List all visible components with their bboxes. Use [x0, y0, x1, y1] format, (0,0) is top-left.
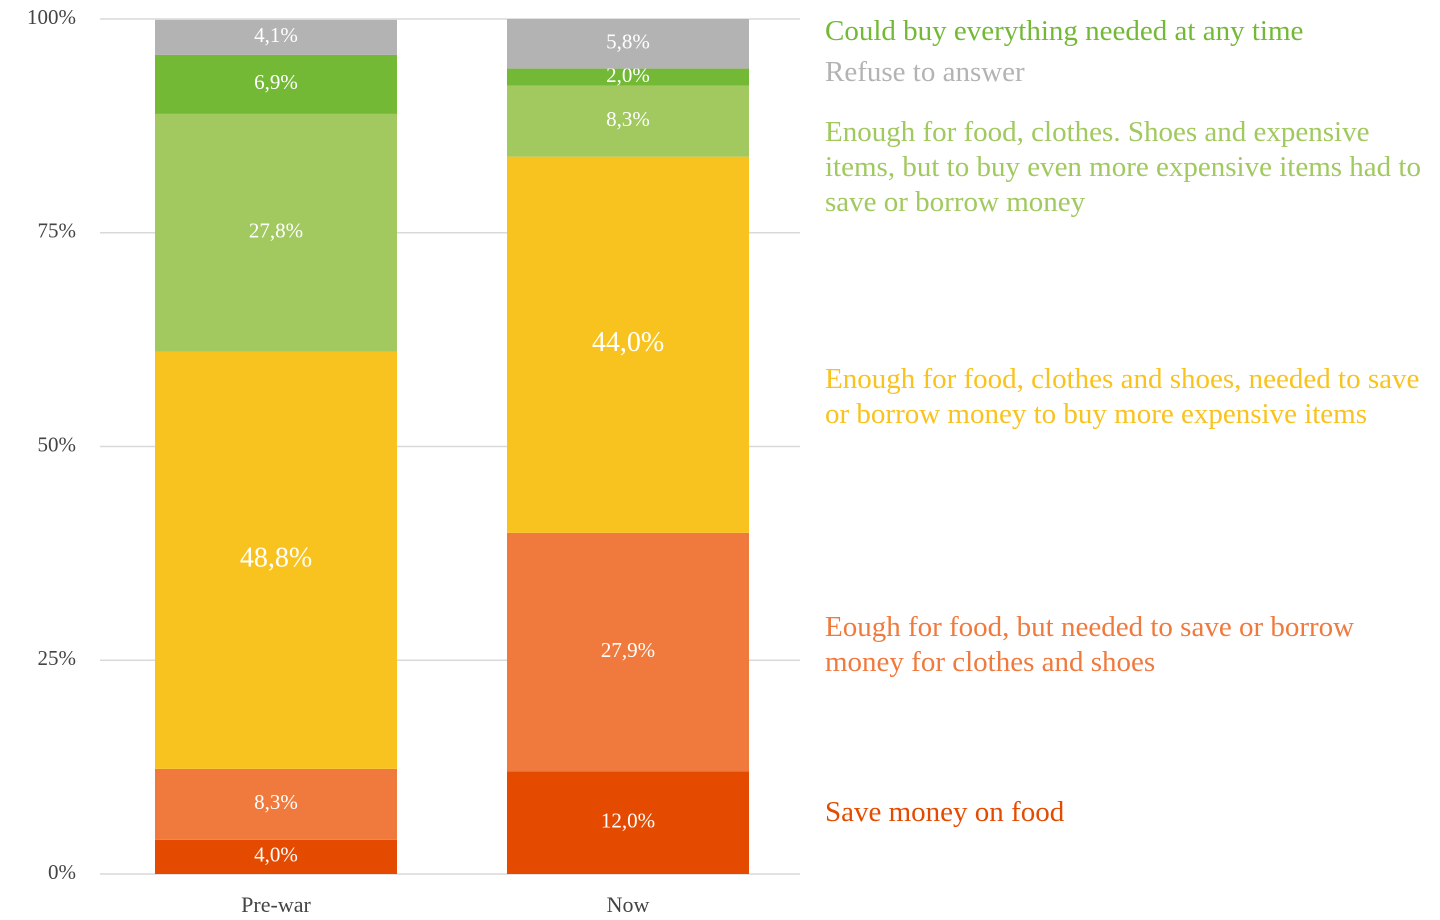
legend-entry: Eough for food, but needed to save or bo…	[825, 611, 1355, 678]
value-label: 6,9%	[254, 70, 298, 94]
bar-segment	[507, 68, 749, 86]
value-label: 12,0%	[601, 809, 655, 833]
bar-segment	[507, 156, 749, 533]
value-label: 8,3%	[606, 107, 650, 131]
y-tick-label: 0%	[48, 860, 76, 884]
x-tick-label: Now	[607, 892, 650, 917]
bar-segment	[155, 113, 397, 352]
legend-entry: Save money on food	[825, 796, 1065, 828]
bar-segment	[507, 19, 749, 69]
value-label: 4,0%	[254, 843, 298, 867]
value-label: 8,3%	[254, 790, 298, 814]
bar-segment	[155, 351, 397, 769]
bar-segment	[155, 768, 397, 840]
legend-entry: Enough for food, clothes. Shoes and expe…	[825, 116, 1421, 218]
bar-segment	[507, 771, 749, 874]
legend-entry: Refuse to answer	[825, 56, 1025, 88]
value-label: 4,1%	[254, 23, 298, 47]
bar-segment	[507, 532, 749, 772]
y-tick-label: 50%	[38, 432, 77, 456]
bar-segment	[155, 19, 397, 55]
y-tick-label: 100%	[27, 5, 76, 29]
bar-segment	[155, 54, 397, 114]
bar-segment	[507, 85, 749, 157]
y-tick-label: 75%	[38, 219, 77, 243]
value-label: 27,8%	[249, 219, 303, 243]
value-label: 44,0%	[592, 327, 664, 358]
legend-entry: Enough for food, clothes and shoes, need…	[825, 363, 1420, 430]
y-tick-label: 25%	[38, 646, 77, 670]
bar-segment	[155, 839, 397, 874]
legend-entry: Could buy everything needed at any time	[825, 15, 1304, 47]
value-label: 27,9%	[601, 638, 655, 662]
x-tick-label: Pre-war	[241, 892, 311, 917]
value-label: 48,8%	[240, 543, 312, 574]
value-label: 5,8%	[606, 30, 650, 54]
